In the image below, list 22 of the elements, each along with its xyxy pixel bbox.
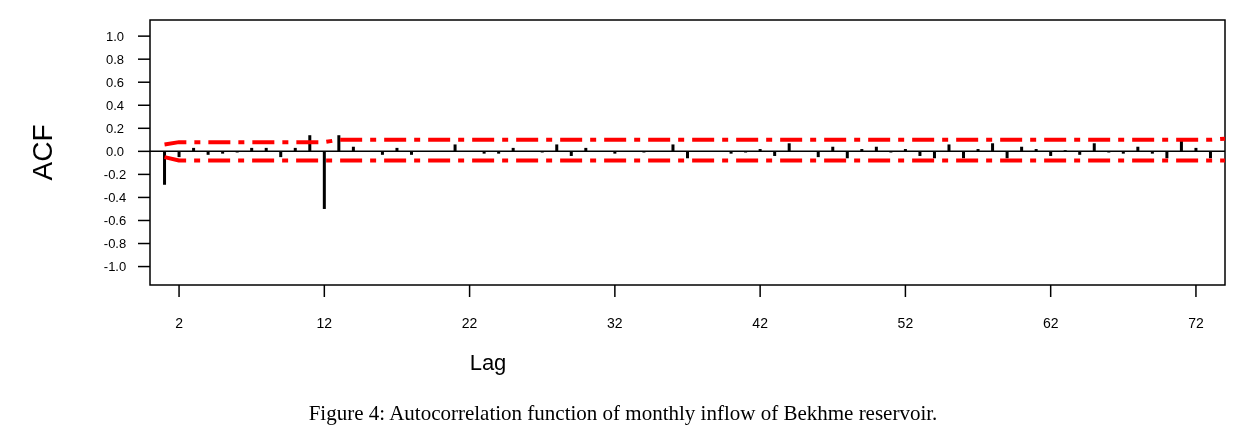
caption: Figure 4: Autocorrelation function of monthly inflow of Bekhme reservoir. [308,401,938,425]
y-tick-label: 0.8 [105,51,125,67]
x-tick-label: 42 [752,315,769,331]
y-tick-label: 1.0 [105,28,125,44]
x-tick-label: 72 [1188,315,1204,331]
y-tick-label: 0.0 [105,143,125,159]
y-tick-label: -0.8 [103,236,127,252]
x-tick-label: 12 [316,315,333,331]
y-axis-title: ACF [27,124,58,181]
x-tick-label: 22 [461,315,478,331]
y-tick-label: 0.2 [105,120,125,136]
x-tick-label: 62 [1042,315,1059,331]
y-tick-label: -0.2 [103,166,127,182]
y-tick-label: 0.6 [105,74,125,90]
y-tick-label: 0.4 [105,97,125,113]
y-tick-label: -0.6 [103,213,127,229]
y-tick-label: -0.4 [103,189,127,205]
x-tick-label: 2 [175,315,184,331]
x-axis-title: Lag [469,350,507,375]
x-tick-label: 32 [607,315,623,331]
y-tick-label: -1.0 [103,259,127,275]
x-tick-label: 52 [897,315,914,331]
